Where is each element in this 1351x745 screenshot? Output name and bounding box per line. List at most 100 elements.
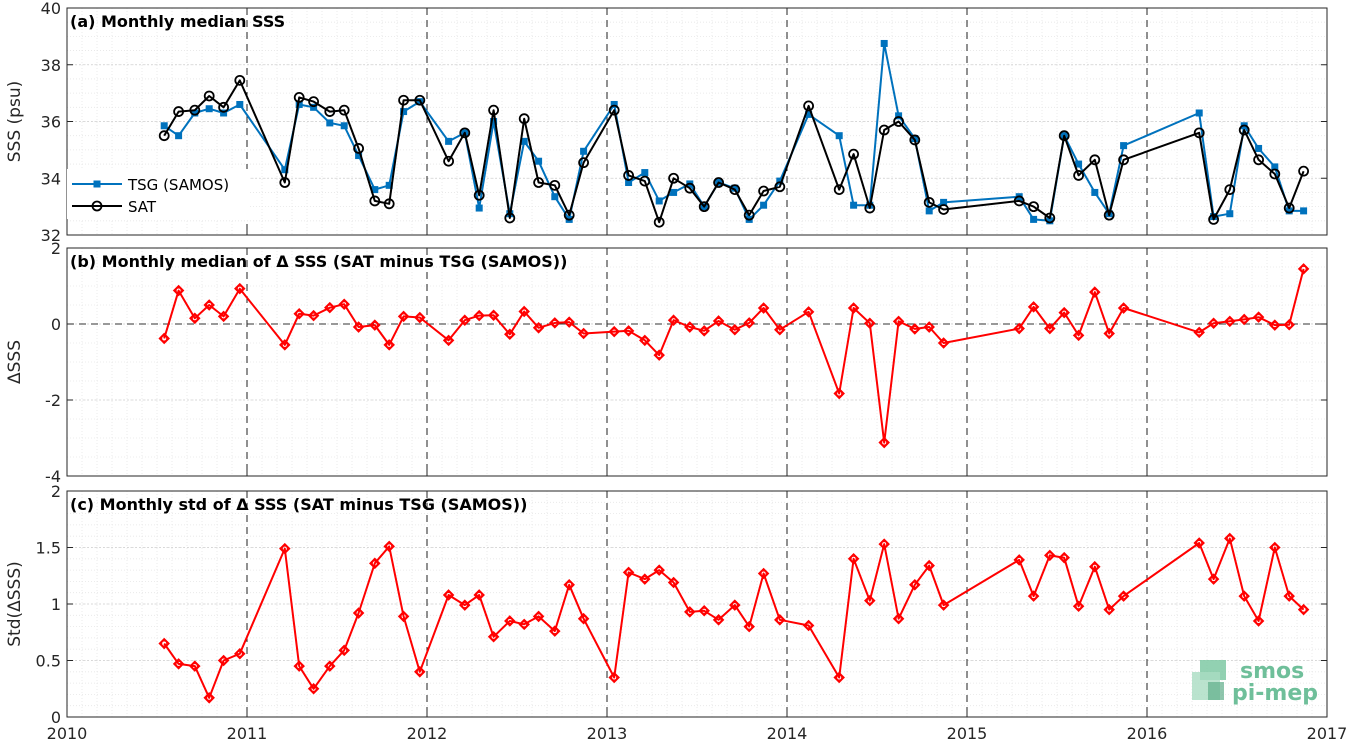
data-point [487,309,500,322]
data-point [893,116,904,127]
data-point-inner [611,328,618,335]
data-point-inner [580,330,587,337]
data-point [191,109,199,117]
data-point-inner [926,562,933,569]
data-point [473,309,485,322]
data-point [805,110,813,118]
data-point [1089,560,1101,573]
data-point-inner [1046,325,1054,332]
data-point [1091,188,1099,196]
data-point [279,339,291,351]
data-point-inner [371,560,378,567]
data-point [414,311,426,324]
data-point [1044,212,1056,224]
data-point-inner [760,570,767,577]
data-point [549,179,561,191]
data-point [878,436,890,449]
data-point-inner [236,285,243,292]
data-point [1193,537,1205,549]
data-point [1058,130,1070,142]
data-point [385,181,393,189]
data-point [608,671,620,684]
logo-text-pimep: pi-mep [1232,681,1318,706]
data-point [803,100,814,112]
data-point-inner [836,674,843,681]
data-point [802,306,815,318]
data-point [324,106,336,117]
data-point [1103,603,1115,616]
data-point [355,152,363,160]
data-point-inner [686,323,694,331]
data-point-inner [746,319,753,327]
data-point-inner [1226,535,1234,542]
data-point [1193,326,1205,339]
data-point [203,299,215,311]
data-point [1238,590,1250,602]
data-point [1252,615,1265,627]
data-point [293,660,305,672]
data-point-inner [400,613,407,620]
legend-label-tsg: TSG (SAMOS) [127,176,229,194]
data-point-inner [1195,539,1203,547]
data-point-inner [670,317,677,324]
data-point-inner [580,615,587,622]
data-point [655,197,663,205]
data-point [326,119,334,127]
data-point [1103,327,1115,340]
data-point [535,157,543,165]
data-point [1269,541,1281,554]
data-point [1285,207,1293,215]
data-point-inner [1255,313,1262,321]
data-point [158,130,170,142]
data-point [757,302,770,314]
data-point-inner [850,304,857,312]
data-point [712,614,725,626]
data-point-inner [236,650,243,657]
axes-frame [66,247,1328,477]
data-point [1207,317,1220,330]
legend-marker-sat [91,200,103,212]
data-point-inner [731,326,739,333]
series-line [163,79,1305,224]
data-point [293,91,305,103]
data-point [1253,154,1264,166]
y-tick-label: 40 [41,0,61,18]
data-point [1283,202,1295,214]
data-point [667,314,680,326]
data-point [520,137,528,145]
data-point-inner [1060,309,1068,316]
data-point [684,321,696,333]
data-point-inner [940,339,947,347]
data-point-inner [490,312,497,319]
data-point-inner [1210,320,1217,327]
data-point [158,332,170,345]
data-point-inner [281,341,288,349]
y-tick-label: 0 [51,315,61,334]
data-point [940,198,948,206]
data-point [848,148,859,160]
data-point-inner [386,341,393,349]
data-point-inner [191,315,198,322]
data-point-inner [1300,606,1307,613]
data-point-inner [220,657,227,664]
data-point [459,314,471,326]
data-point-inner [625,569,632,576]
data-point [668,172,679,184]
data-point [1226,210,1234,218]
data-point [925,207,933,215]
data-point [442,334,455,347]
data-point-inner [310,685,317,692]
x-tick-label: 2013 [587,724,628,743]
y-tick-label: 36 [41,113,61,132]
y-tick-label: -2 [45,391,61,410]
data-point-inner [911,581,919,588]
data-point [217,310,230,323]
data-point [353,143,365,154]
data-point [518,618,530,631]
data-point [743,620,755,633]
data-point [220,109,228,117]
data-point [864,202,876,214]
y-axis-label: Std(ΔSSS) [5,561,25,647]
data-point [189,104,201,116]
